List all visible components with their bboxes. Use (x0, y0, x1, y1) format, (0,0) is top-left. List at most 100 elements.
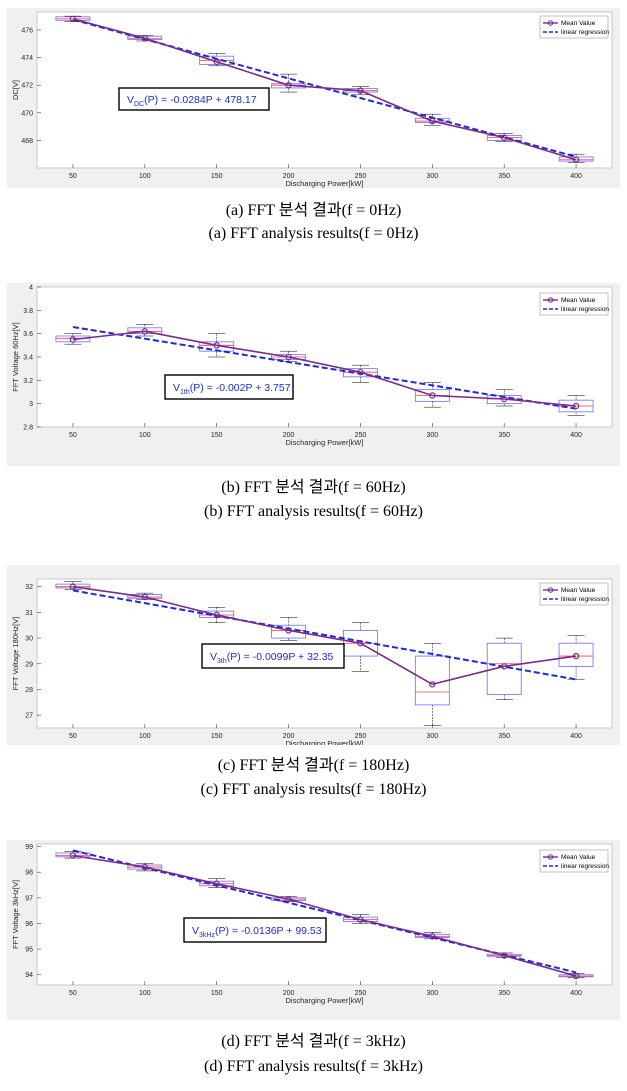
mean-point (500, 134, 508, 141)
x-tick-label: 200 (283, 432, 295, 439)
y-tick-label: 31 (25, 610, 33, 617)
y-axis-label: DC[V] (11, 80, 20, 100)
x-tick-label: 400 (570, 990, 582, 997)
regression-line (72, 849, 577, 974)
mean-point (572, 652, 580, 660)
x-tick-label: 400 (570, 733, 582, 740)
mean-point (429, 117, 436, 125)
y-tick-label: 3.6 (23, 331, 33, 338)
equation-body: (P) = -0.002P + 3.757 (190, 382, 291, 394)
y-tick-label: 2.8 (23, 425, 33, 432)
chart-d: 94 95 96 97 98 99 50 100 150 200 250 300 350 400 Disch… (11, 843, 613, 1005)
caption-en-c: (c) FFT analysis results(f = 180Hz) (200, 781, 427, 798)
regression-equation: V3kHz(P) = -0.0136P + 99.53 (192, 925, 322, 939)
y-tick-label: 468 (21, 138, 33, 145)
mean-point (357, 368, 364, 376)
x-tick-label: 100 (139, 733, 151, 740)
y-tick-label: 95 (25, 947, 33, 954)
x-axis-label: Discharging Power[kW] (286, 739, 364, 745)
mean-point (69, 15, 77, 23)
chart-c: 27 28 29 30 31 32 50 100 150 200 250 300 350 400 Disch… (11, 578, 613, 745)
mean-point (141, 863, 149, 871)
y-tick-label: 3.2 (23, 378, 33, 385)
y-tick-label: 30 (25, 636, 33, 643)
y-tick-label: 99 (25, 844, 33, 851)
caption-en-d: (d) FFT analysis results(f = 3kHz) (204, 1058, 423, 1075)
legend-mean-label: Mean Value (561, 854, 596, 861)
mean-point (285, 627, 292, 634)
mean-point (500, 952, 508, 959)
mean-point (69, 852, 77, 859)
mean-point (141, 328, 149, 335)
mean-point (213, 58, 220, 65)
x-tick-label: 200 (283, 990, 295, 997)
y-tick-label: 4 (29, 285, 33, 292)
y-tick-label: 474 (21, 55, 33, 62)
legend-mean-marker (547, 587, 554, 593)
equation-prefix: V (173, 382, 180, 394)
y-tick-label: 32 (25, 584, 33, 591)
y-tick-label: 27 (25, 713, 33, 720)
box (343, 368, 378, 378)
mean-point (572, 156, 580, 163)
equation-prefix: V (210, 651, 217, 663)
mean-point (357, 916, 364, 923)
x-tick-label: 200 (283, 733, 295, 740)
mean-line (72, 585, 577, 686)
y-tick-label: 3.4 (23, 355, 33, 362)
legend-mean-marker (547, 20, 554, 26)
mean-point (500, 395, 508, 403)
legend-regression-label: linear regression (561, 306, 609, 313)
plot-frame-b: 2.8 3 3.2 3.4 3.6 3.8 4 50 100 150 200 250 300 350 400… (7, 283, 620, 466)
x-tick-label: 50 (69, 733, 77, 740)
mean-point (213, 880, 220, 887)
mean-point (141, 593, 149, 601)
equation-subscript: 1th (180, 389, 190, 396)
equation-box (183, 917, 327, 943)
figure-a: 468 470 472 474 476 50 100 150 200 250 300 350 400 Di… (0, 0, 627, 250)
y-tick-label: 98 (25, 870, 33, 877)
mean-point (572, 972, 580, 980)
regression-equation: V3th(P) = -0.0099P + 32.35 (210, 651, 334, 665)
y-tick-label: 3.8 (23, 308, 33, 315)
box (558, 642, 594, 667)
x-tick-label: 50 (69, 990, 77, 997)
y-axis-label: FFT Voltage 180Hz[V] (11, 617, 20, 691)
x-tick-label: 50 (69, 432, 77, 439)
x-tick-label: 300 (426, 173, 438, 180)
y-tick-label: 3 (29, 401, 33, 408)
x-tick-label: 350 (498, 432, 510, 439)
x-tick-label: 200 (283, 173, 295, 180)
mean-line (72, 854, 577, 977)
x-tick-label: 100 (139, 173, 151, 180)
x-tick-label: 100 (139, 990, 151, 997)
legend-regression-label: linear regression (561, 863, 609, 870)
x-tick-label: 100 (139, 432, 151, 439)
x-tick-label: 350 (498, 173, 510, 180)
x-tick-label: 250 (355, 432, 367, 439)
x-tick-label: 350 (498, 733, 510, 740)
equation-subscript: 3kHz (199, 932, 215, 939)
equation-body: (P) = -0.0136P + 99.53 (215, 925, 322, 937)
legend-mean-label: Mean Value (561, 587, 596, 594)
chart-a: 468 470 472 474 476 50 100 150 200 250 300 350 400 Di… (11, 11, 613, 188)
x-tick-label: 50 (69, 173, 77, 180)
equation-prefix: V (192, 925, 199, 937)
equation-subscript: DC (134, 101, 144, 108)
x-tick-label: 300 (426, 733, 438, 740)
equation-box (201, 643, 345, 669)
x-tick-label: 250 (355, 990, 367, 997)
caption-ko-b: (b) FFT 분석 결과(f = 60Hz) (221, 479, 406, 496)
plot-frame-c: 27 28 29 30 31 32 50 100 150 200 250 300 350 400 Disch… (7, 565, 620, 745)
caption-ko-c: (c) FFT 분석 결과(f = 180Hz) (217, 757, 410, 774)
legend-mean-label: Mean Value (561, 20, 596, 27)
chart-b: 2.8 3 3.2 3.4 3.6 3.8 4 50 100 150 200 250 300 350 400… (11, 285, 613, 447)
mean-point (213, 611, 220, 619)
x-tick-label: 150 (211, 173, 223, 180)
x-tick-label: 250 (355, 173, 367, 180)
figure-d: 94 95 96 97 98 99 50 100 150 200 250 300 350 400 Disch… (0, 840, 627, 1091)
y-axis-label: FFT Voltage 3kHz[V] (11, 880, 20, 949)
y-tick-label: 96 (25, 921, 33, 928)
legend-mean-marker (547, 854, 554, 860)
mean-point (572, 402, 580, 410)
